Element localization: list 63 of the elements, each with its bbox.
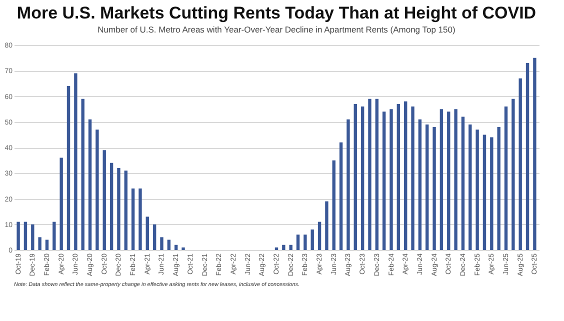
bar bbox=[512, 98, 515, 250]
bar bbox=[289, 244, 292, 250]
chart-subtitle: Number of U.S. Metro Areas with Year-Over-Year Decline in Apartment Rents (Among Top 150) bbox=[98, 24, 456, 34]
bar bbox=[504, 106, 508, 250]
bar bbox=[318, 222, 322, 250]
bar bbox=[526, 62, 530, 250]
bar bbox=[274, 247, 278, 250]
bar bbox=[404, 101, 408, 250]
bar bbox=[332, 160, 336, 250]
bar bbox=[360, 106, 364, 250]
bar bbox=[482, 134, 486, 250]
bar bbox=[304, 234, 307, 250]
bar bbox=[88, 119, 92, 250]
bar bbox=[418, 119, 422, 250]
bar bbox=[468, 124, 472, 250]
bar bbox=[339, 142, 343, 250]
bar bbox=[396, 104, 400, 250]
bar bbox=[432, 127, 436, 250]
bar bbox=[426, 124, 429, 250]
bar bbox=[96, 130, 99, 250]
bar bbox=[66, 86, 70, 250]
bar bbox=[117, 168, 120, 250]
bar bbox=[296, 234, 300, 250]
bar bbox=[124, 170, 128, 250]
bar bbox=[310, 230, 314, 250]
bar bbox=[533, 58, 536, 250]
bar bbox=[52, 222, 56, 250]
bar bbox=[382, 112, 386, 250]
bar bbox=[440, 109, 444, 250]
chart-title: More U.S. Markets Cutting Rents Today Than at Height of COVID bbox=[16, 4, 536, 22]
bar bbox=[24, 222, 28, 250]
bar bbox=[138, 188, 142, 250]
bar bbox=[74, 73, 78, 250]
bar bbox=[461, 116, 465, 250]
bar bbox=[182, 247, 185, 250]
bar bbox=[411, 106, 414, 250]
bar bbox=[60, 158, 63, 250]
bar bbox=[325, 201, 328, 250]
bar bbox=[375, 98, 379, 250]
bar bbox=[346, 119, 350, 250]
bar bbox=[447, 112, 450, 250]
bar bbox=[38, 237, 42, 250]
bar bbox=[354, 104, 357, 250]
bar bbox=[31, 224, 34, 250]
bar bbox=[497, 127, 500, 250]
bar bbox=[454, 109, 458, 250]
bar bbox=[390, 109, 393, 250]
bar bbox=[102, 150, 106, 250]
bar bbox=[152, 224, 156, 250]
bar bbox=[174, 244, 178, 250]
bar bbox=[490, 137, 494, 250]
bar bbox=[167, 240, 171, 250]
bar bbox=[282, 244, 286, 250]
bar bbox=[131, 188, 135, 250]
bar bbox=[110, 162, 114, 250]
bar bbox=[518, 78, 522, 250]
bar bbox=[16, 222, 20, 250]
bar bbox=[160, 237, 164, 250]
bar bbox=[368, 98, 372, 250]
bar bbox=[45, 240, 49, 250]
bar bbox=[81, 98, 84, 250]
bar bbox=[476, 130, 479, 250]
bar bbox=[146, 216, 149, 250]
